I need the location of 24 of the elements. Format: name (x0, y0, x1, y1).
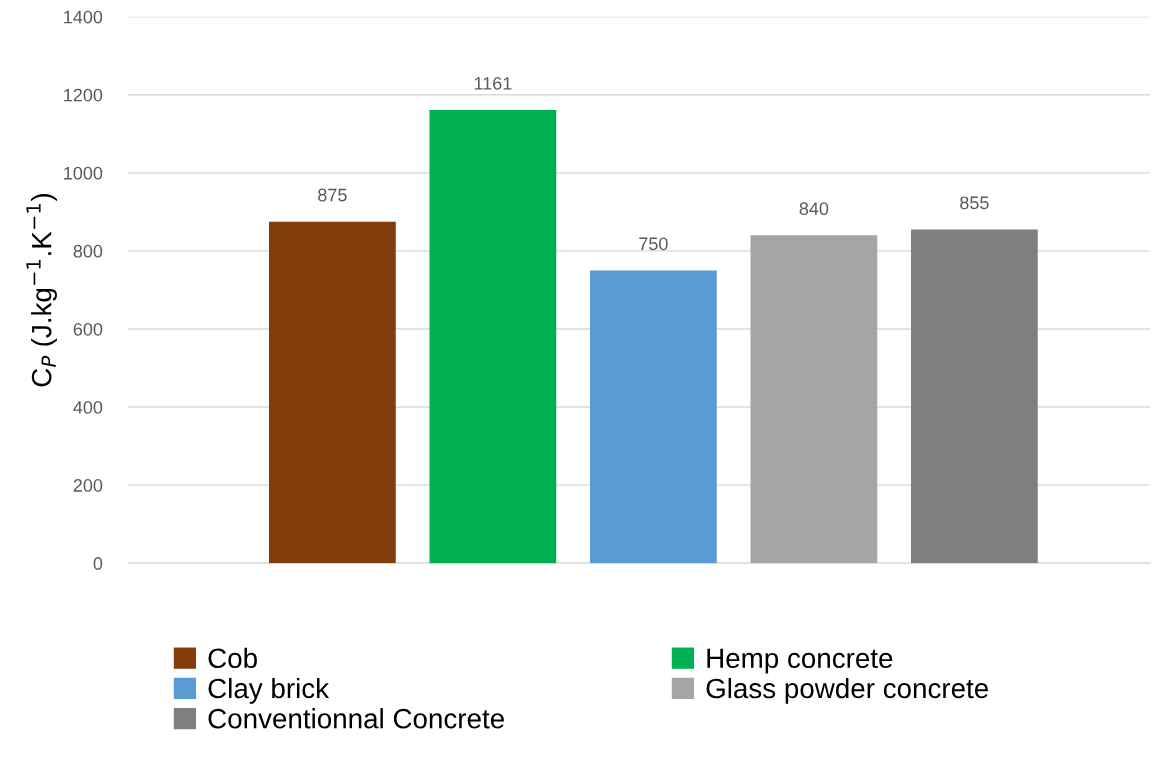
legend-label: Hemp concrete (707, 648, 893, 674)
legend-label: Clay brick (208, 677, 330, 704)
y-tick-label: 1200 (64, 88, 103, 102)
legend-label: Cob (208, 647, 257, 669)
data-label: 855 (960, 196, 989, 210)
bar (269, 221, 396, 564)
y-axis-title: C$_{P}$ (J.kg$^{−1}$.K$^{−1}$) (26, 193, 57, 387)
bar (590, 270, 717, 564)
y-tick-label: 400 (73, 400, 103, 414)
data-label: 750 (639, 237, 668, 251)
y-tick-label: 800 (73, 244, 103, 258)
legend-label: Glass powder concrete (706, 677, 988, 704)
data-label: 1161 (474, 76, 512, 90)
legend-label: Conventionnal Concrete (208, 708, 504, 729)
bar (429, 109, 557, 564)
y-tick-label: 0 (93, 557, 103, 570)
y-tick-label: 600 (73, 322, 103, 336)
y-tick-label: 1400 (64, 10, 103, 24)
data-label: 840 (799, 202, 829, 216)
data-label: 875 (318, 188, 347, 202)
bar (910, 229, 1038, 564)
y-tick-label: 1000 (64, 166, 103, 180)
y-tick-label: 200 (73, 479, 103, 492)
bar (750, 235, 878, 564)
